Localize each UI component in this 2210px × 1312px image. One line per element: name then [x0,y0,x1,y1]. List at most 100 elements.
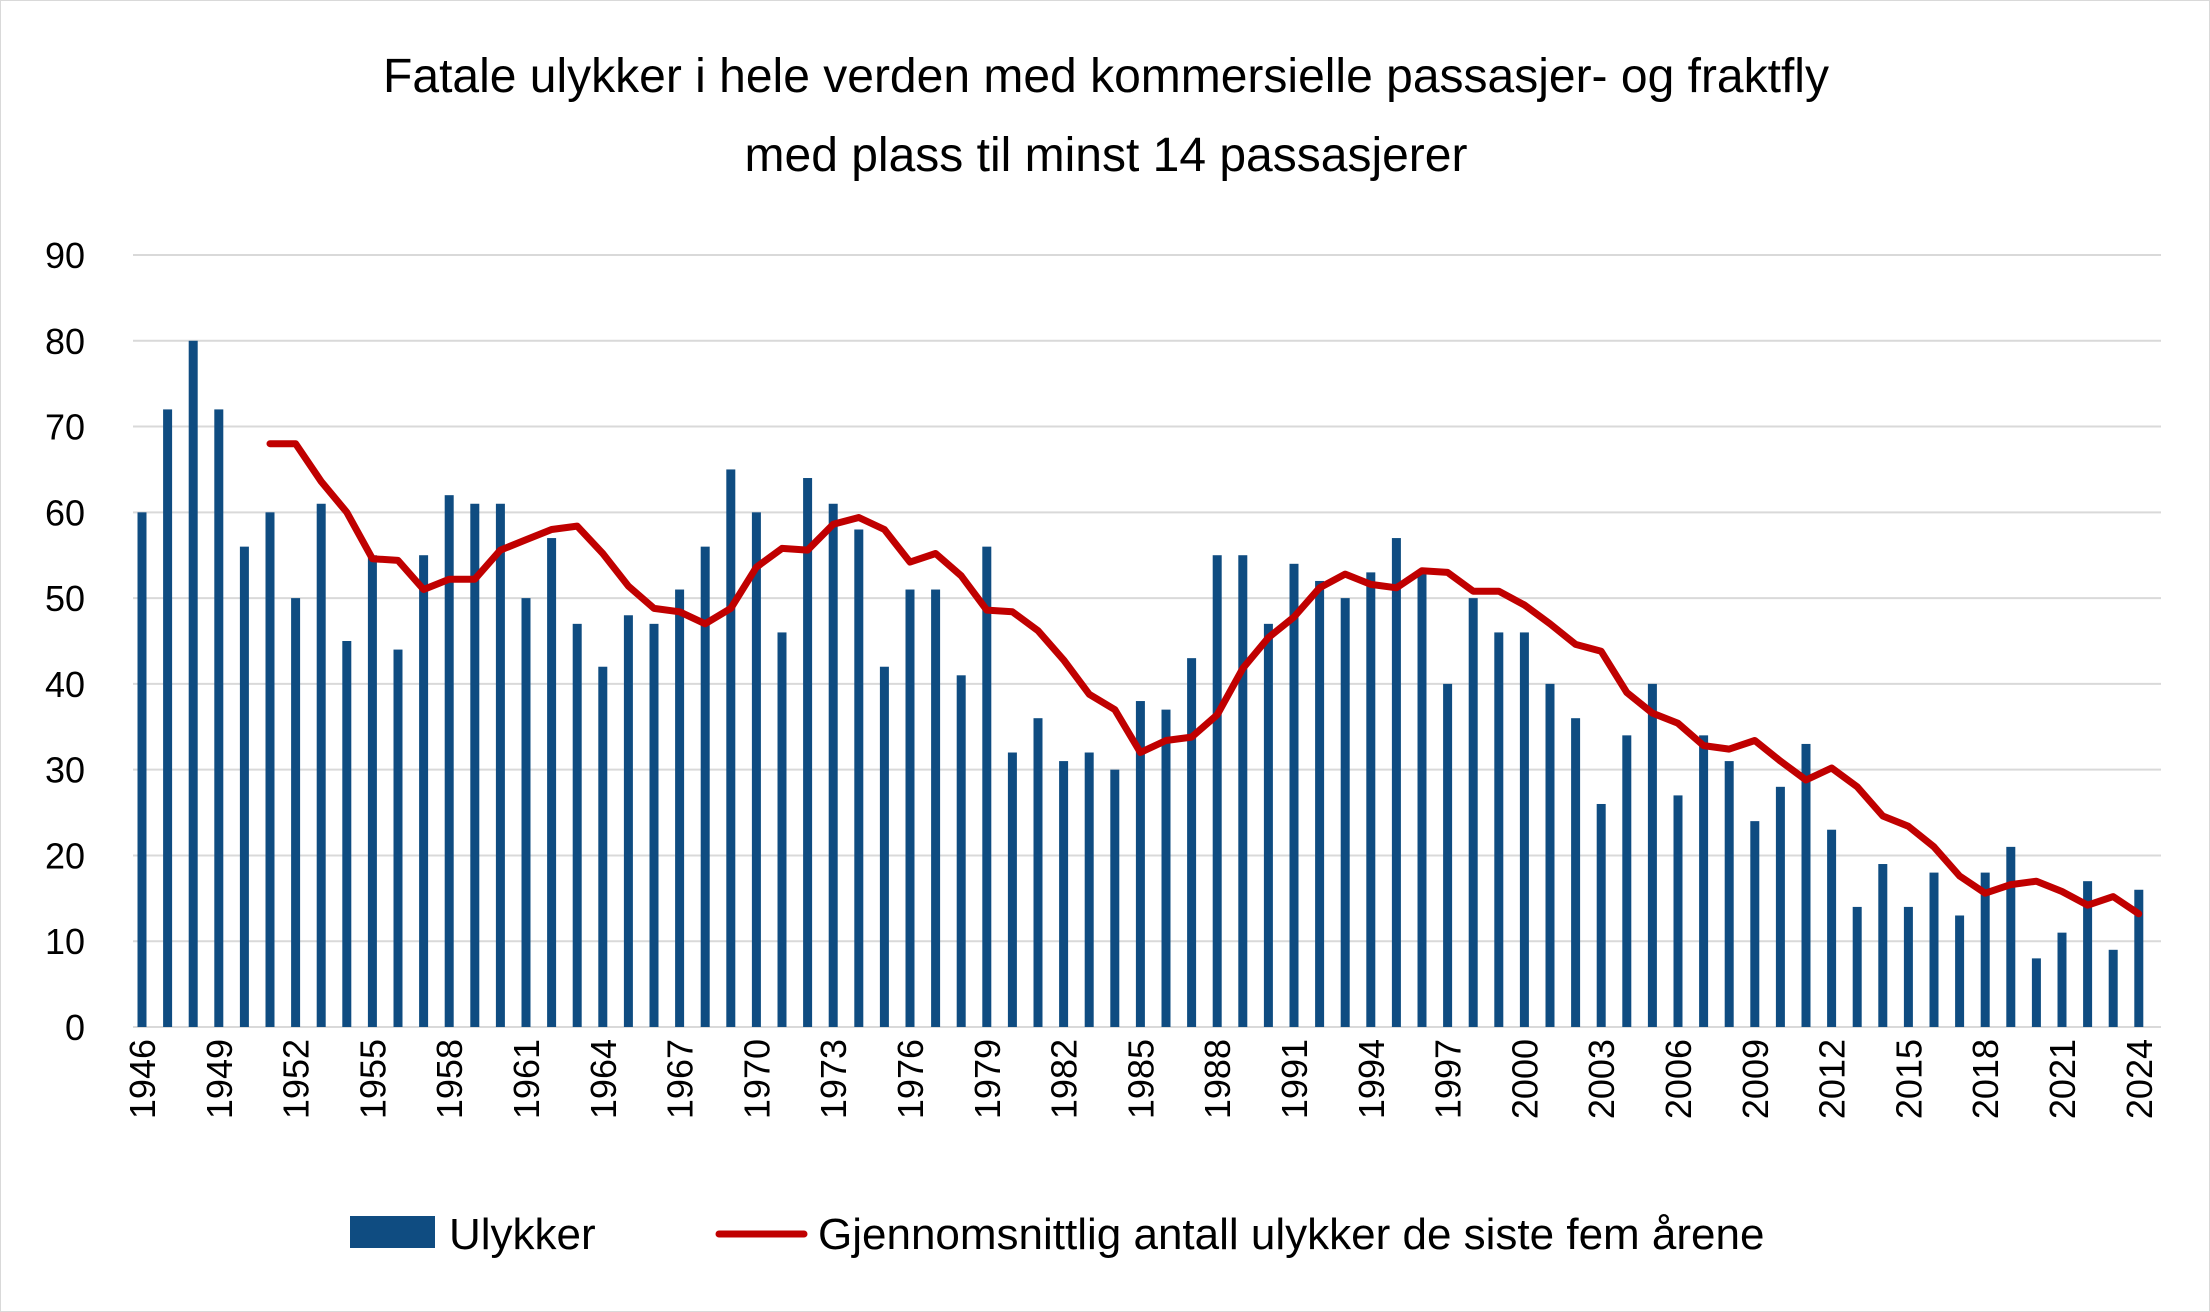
x-tick-label-2000: 2000 [1504,1039,1545,1119]
bar-2000 [1519,632,1529,1027]
bar-1999 [1494,632,1504,1027]
bar-1950 [239,546,249,1027]
chart-title-line-1: Fatale ulykker i hele verden med kommers… [383,50,1829,103]
bar-1997 [1443,683,1453,1027]
y-axis-ticks: 0 10 20 30 40 50 60 70 80 90 [45,235,85,1048]
x-tick-label-2003: 2003 [1581,1039,1622,1119]
bar-2022 [2083,881,2093,1027]
x-tick-label-1964: 1964 [583,1039,624,1119]
bar-2014 [1878,864,1888,1027]
x-tick-label-2018: 2018 [1965,1039,2006,1119]
bar-1977 [931,589,941,1027]
y-tick-label-30: 30 [45,750,85,791]
x-tick-label-1961: 1961 [506,1039,547,1119]
x-tick-label-2021: 2021 [2042,1039,2083,1119]
bar-1992 [1315,580,1325,1027]
bar-2013 [1852,906,1862,1027]
bar-2004 [1622,735,1632,1027]
bar-1953 [316,503,326,1027]
bar-1994 [1366,572,1376,1027]
y-tick-label-0: 0 [65,1007,85,1048]
bar-1963 [572,623,582,1027]
bar-1979 [982,546,992,1027]
bar-1946 [137,512,147,1027]
bar-1957 [419,555,429,1027]
x-tick-label-1976: 1976 [890,1039,931,1119]
bar-2018 [1980,872,1990,1027]
x-tick-label-2012: 2012 [1812,1039,1853,1119]
x-tick-label-1979: 1979 [967,1039,1008,1119]
bar-1971 [777,632,787,1027]
bar-1965 [623,615,633,1027]
bar-1978 [956,675,966,1027]
y-tick-label-70: 70 [45,407,85,448]
bar-2007 [1699,735,1709,1027]
bar-1961 [521,598,531,1027]
chart-title-line-2: med plass til minst 14 passasjerer [745,129,1468,182]
bar-1995 [1391,538,1401,1027]
bar-1967 [675,589,685,1027]
bar-1960 [495,503,505,1027]
bar-1996 [1417,572,1427,1027]
bar-1990 [1263,623,1273,1027]
bar-2006 [1673,795,1683,1027]
bar-1980 [1007,752,1017,1027]
y-tick-label-90: 90 [45,235,85,276]
bar-1973 [828,503,838,1027]
x-tick-label-1955: 1955 [352,1039,393,1119]
bar-2009 [1750,821,1760,1027]
bar-2021 [2057,932,2067,1027]
bar-1958 [444,495,454,1028]
legend-label-ulykker: Ulykker [449,1210,596,1259]
bar-1989 [1238,555,1248,1027]
bar-2016 [1929,872,1939,1027]
bar-1954 [342,641,352,1027]
bar-1959 [470,503,480,1027]
x-tick-label-2006: 2006 [1658,1039,1699,1119]
bar-2024 [2134,889,2144,1027]
x-tick-label-1952: 1952 [276,1039,317,1119]
bar-1962 [547,538,557,1027]
x-tick-label-1970: 1970 [736,1039,777,1119]
x-tick-label-1973: 1973 [813,1039,854,1119]
legend-label-average: Gjennomsnittlig antall ulykker de siste … [818,1210,1764,1259]
x-tick-label-2015: 2015 [1888,1039,1929,1119]
bar-1998 [1468,598,1478,1027]
x-axis-ticks: 1946 1949 1952 1955 1958 1961 1964 1967 1970 1973… [122,1039,2160,1119]
bar-1947 [163,409,173,1027]
y-tick-label-20: 20 [45,835,85,876]
y-tick-label-40: 40 [45,664,85,705]
x-tick-label-1985: 1985 [1120,1039,1161,1119]
bar-2011 [1801,743,1811,1027]
y-tick-label-80: 80 [45,321,85,362]
bar-series [137,340,2144,1028]
bar-1993 [1340,598,1350,1027]
bar-2001 [1545,683,1555,1027]
bar-1976 [905,589,915,1027]
bar-1964 [598,666,608,1027]
bar-1983 [1084,752,1094,1027]
x-tick-label-1958: 1958 [429,1039,470,1119]
bar-1985 [1135,701,1145,1027]
average-line-series [266,440,2143,918]
y-tick-label-60: 60 [45,492,85,533]
bar-2017 [1955,915,1965,1027]
bar-1969 [726,469,736,1027]
x-tick-label-1991: 1991 [1274,1039,1315,1119]
x-tick-label-1994: 1994 [1351,1039,1392,1119]
bar-2015 [1903,906,1913,1027]
bar-1991 [1289,563,1299,1027]
bar-2008 [1724,761,1734,1027]
bar-2002 [1571,718,1581,1027]
bar-1956 [393,649,403,1027]
bar-2019 [2006,846,2016,1027]
bar-2005 [1647,683,1657,1027]
x-tick-label-1988: 1988 [1197,1039,1238,1119]
x-tick-label-1949: 1949 [199,1039,240,1119]
bar-1952 [291,598,301,1027]
bar-1974 [854,529,864,1027]
bar-2003 [1596,803,1606,1027]
x-tick-label-1967: 1967 [660,1039,701,1119]
